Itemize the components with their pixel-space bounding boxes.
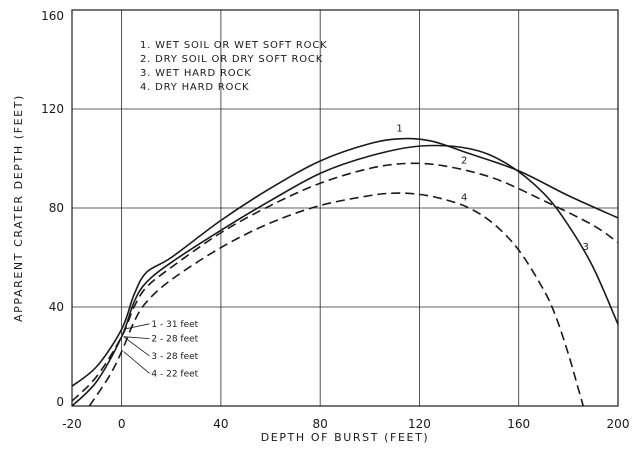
annotation-text: 2 - 28 feet <box>151 335 198 345</box>
curve-label-2: 2 <box>461 155 467 166</box>
y-tick-label: 120 <box>41 102 64 116</box>
annotation-text: 1 - 31 feet <box>151 320 198 330</box>
series-line-1 <box>71 137 619 387</box>
y-tick-label: 0 <box>56 395 64 409</box>
series-line-2 <box>71 162 619 402</box>
legend: 1. WET SOIL OR WET SOFT ROCK 2. DRY SOIL… <box>140 40 327 93</box>
y-axis-title: APPARENT CRATER DEPTH (FEET) <box>12 94 25 322</box>
curve-label-4: 4 <box>461 193 467 204</box>
legend-entry-1: 1. WET SOIL OR WET SOFT ROCK <box>140 40 327 51</box>
legend-entry-4: 4. DRY HARD ROCK <box>140 82 249 93</box>
annotation-leader <box>123 323 150 330</box>
annotation-leader <box>123 336 150 357</box>
legend-entry-2: 2. DRY SOIL OR DRY SOFT ROCK <box>140 54 323 65</box>
x-tick-label: 80 <box>313 417 328 431</box>
annotation-text: 4 - 22 feet <box>151 369 198 379</box>
curve-labels: 1 2 3 4 <box>396 123 589 253</box>
annotation-leader <box>123 336 150 340</box>
depth-annotations: 1 - 31 feet 2 - 28 feet 3 - 28 feet 4 - 22 … <box>123 320 199 379</box>
x-tick-label: 200 <box>607 417 630 431</box>
grid <box>72 10 618 406</box>
curve-label-1: 1 <box>396 123 402 134</box>
annotation-text: 3 - 28 feet <box>151 352 198 362</box>
x-tick-label: 40 <box>213 417 228 431</box>
x-tick-label: 0 <box>118 417 126 431</box>
annotation-leader <box>123 351 150 374</box>
curve-label-3: 3 <box>583 242 589 253</box>
y-tick-label: 80 <box>49 201 64 215</box>
y-tick-label: 40 <box>49 300 64 314</box>
legend-entry-3: 3. WET HARD ROCK <box>140 68 252 79</box>
x-tick-label: -20 <box>62 417 82 431</box>
series-line-3 <box>71 144 619 407</box>
x-axis-title: DEPTH OF BURST (FEET) <box>261 431 430 444</box>
y-tick-label: 160 <box>41 9 64 23</box>
plot-frame <box>71 9 619 407</box>
tick-labels: -20 0 40 80 120 160 200 0 40 80 120 160 <box>41 9 629 431</box>
series-line-4 <box>88 192 585 407</box>
curves <box>71 137 619 407</box>
x-tick-label: 160 <box>507 417 530 431</box>
x-tick-label: 120 <box>408 417 431 431</box>
